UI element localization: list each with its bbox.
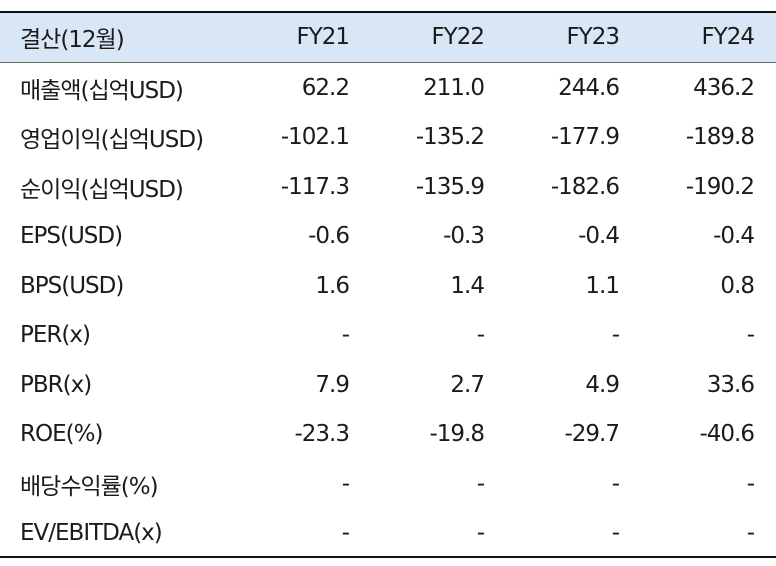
row-label: ROE(%) [20,421,103,448]
row-value: 436.2 [693,75,755,101]
row-value: - [611,470,620,497]
row-value: 1.6 [315,272,350,299]
row-value: 1.4 [450,272,485,299]
row-value: 4.9 [585,371,620,398]
row-value: -0.6 [308,223,350,250]
table-row-bps: BPS(USD) 1.6 1.4 1.1 0.8 [0,260,776,310]
row-value: 244.6 [558,75,620,101]
row-label: 순이익(십억USD) [20,176,184,203]
row-label: EV/EBITDA(x) [0,507,236,558]
row-value: 1.1 [585,272,620,299]
row-value: -102.1 [280,124,350,151]
row-value: 33.6 [706,371,755,398]
row-value: -0.4 [578,223,620,250]
row-value: - [236,507,371,558]
row-value: -189.8 [685,124,755,151]
row-label: 매출액(십억USD) [20,78,184,104]
header-year-fy24: FY24 [641,11,776,63]
row-value: 0.8 [720,272,755,299]
table-row-operating-income: 영업이익(십억USD) -102.1 -135.2 -177.9 -189.8 [0,112,776,162]
row-value: -190.2 [685,173,755,200]
table-row-ev-ebitda: EV/EBITDA(x) - - - - [0,507,776,558]
row-value: - [371,507,506,558]
table-body: 매출액(십억USD) 62.2 211.0 244.6 436.2 영업이익(십… [0,62,776,558]
table-row-revenue: 매출액(십억USD) 62.2 211.0 244.6 436.2 [0,62,776,112]
header-label: 결산(12월) [0,11,236,63]
row-value: -182.6 [550,173,620,200]
header-row: 결산(12월) FY21 FY22 FY23 FY24 [0,11,776,63]
row-value: -23.3 [294,421,350,448]
table-header: 결산(12월) FY21 FY22 FY23 FY24 [0,11,776,63]
row-value: 7.9 [315,371,350,398]
row-value: - [611,322,620,349]
row-label: PBR(x) [20,371,92,398]
row-value: - [341,470,350,497]
table-row-pbr: PBR(x) 7.9 2.7 4.9 33.6 [0,359,776,409]
table-row-eps: EPS(USD) -0.6 -0.3 -0.4 -0.4 [0,211,776,261]
row-value: - [641,507,776,558]
row-label: 영업이익(십억USD) [20,127,204,154]
row-value: 62.2 [301,75,350,101]
row-value: - [506,507,641,558]
table-row-net-income: 순이익(십억USD) -117.3 -135.9 -182.6 -190.2 [0,161,776,211]
header-year-fy23: FY23 [506,11,641,63]
header-year-fy21: FY21 [236,11,371,63]
row-label: 배당수익률(%) [20,473,159,500]
row-label: BPS(USD) [20,272,124,299]
row-value: -0.3 [443,223,485,250]
table-row-per: PER(x) - - - - [0,310,776,360]
row-value: - [746,470,755,497]
row-value: -0.4 [713,223,755,250]
table-row-dividend-yield: 배당수익률(%) - - - - [0,458,776,508]
row-value: -135.2 [415,124,485,151]
row-value: - [476,322,485,349]
row-value: - [341,322,350,349]
row-value: -19.8 [429,421,485,448]
row-label: EPS(USD) [20,223,123,250]
row-label: PER(x) [20,322,91,349]
row-value: 2.7 [450,371,485,398]
row-value: -135.9 [415,173,485,200]
row-value: -177.9 [550,124,620,151]
table-row-roe: ROE(%) -23.3 -19.8 -29.7 -40.6 [0,409,776,459]
row-value: -117.3 [280,173,350,200]
row-value: -40.6 [699,421,755,448]
row-value: 211.0 [423,75,485,101]
row-value: - [746,322,755,349]
header-year-fy22: FY22 [371,11,506,63]
row-value: -29.7 [564,421,620,448]
financial-table: 결산(12월) FY21 FY22 FY23 FY24 매출액(십억USD) 6… [0,11,776,558]
row-value: - [476,470,485,497]
